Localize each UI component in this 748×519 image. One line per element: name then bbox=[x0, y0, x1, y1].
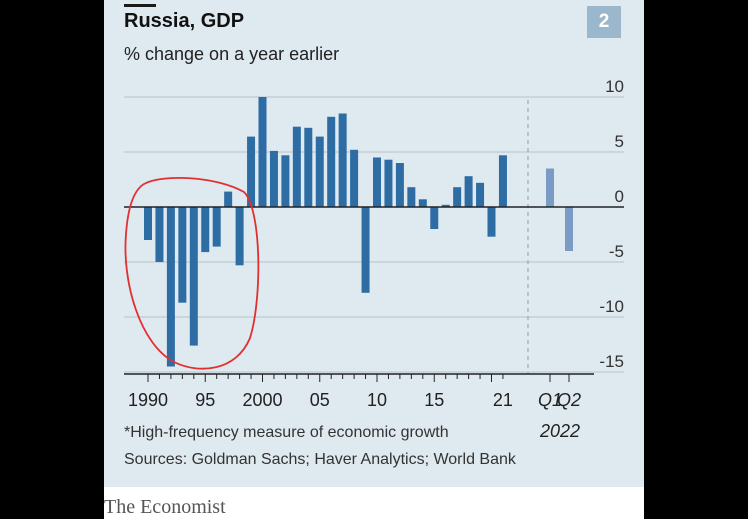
bar bbox=[247, 136, 256, 207]
bar-quarterly bbox=[565, 207, 573, 251]
x-tick-label: 95 bbox=[195, 390, 215, 410]
bar bbox=[487, 207, 496, 237]
y-tick-label: 0 bbox=[615, 187, 624, 206]
bar bbox=[292, 126, 301, 207]
chart-title: Russia, GDP bbox=[124, 10, 245, 32]
y-tick-label: -15 bbox=[599, 352, 624, 371]
bar bbox=[476, 182, 485, 207]
x-tick-label: 15 bbox=[424, 390, 444, 410]
title-rule bbox=[124, 4, 156, 7]
sources: Sources: Goldman Sachs; Haver Analytics;… bbox=[124, 451, 516, 468]
quarter-year-label: 2022 bbox=[539, 421, 580, 441]
chart-number-badge: 2 bbox=[587, 6, 621, 38]
bar-quarterly bbox=[546, 168, 554, 207]
bar bbox=[350, 149, 359, 207]
bar bbox=[395, 163, 404, 207]
y-tick-label: 10 bbox=[605, 77, 624, 96]
bar bbox=[441, 204, 450, 207]
bar bbox=[201, 207, 210, 253]
bar bbox=[212, 207, 221, 247]
x-tick-label: 05 bbox=[310, 390, 330, 410]
bar bbox=[338, 113, 347, 207]
bar bbox=[453, 187, 462, 207]
bar bbox=[281, 155, 290, 207]
footnote: *High-frequency measure of economic grow… bbox=[124, 424, 449, 441]
chart-card: Russia, GDP % change on a year earlier 2… bbox=[104, 0, 644, 519]
bar bbox=[373, 157, 381, 207]
chart-subtitle: % change on a year earlier bbox=[124, 44, 340, 64]
bar bbox=[327, 116, 336, 207]
x-tick-label-quarter: Q1 bbox=[538, 390, 562, 410]
annotation-circle bbox=[124, 177, 260, 370]
y-tick-label: 5 bbox=[615, 132, 624, 151]
bar bbox=[269, 150, 278, 207]
bar bbox=[258, 97, 267, 207]
bar bbox=[384, 159, 393, 207]
home-indicator[interactable] bbox=[348, 511, 478, 516]
bar bbox=[189, 207, 198, 346]
bar bbox=[464, 176, 473, 207]
bar bbox=[235, 207, 244, 266]
bar bbox=[315, 136, 324, 207]
x-tick-label: 10 bbox=[367, 390, 387, 410]
bar bbox=[430, 207, 439, 229]
x-tick-label: 1990 bbox=[128, 390, 168, 410]
bar bbox=[407, 187, 416, 207]
bar bbox=[224, 191, 233, 207]
bar bbox=[418, 199, 427, 207]
x-tick-label: 21 bbox=[493, 390, 513, 410]
bar bbox=[144, 207, 152, 240]
y-tick-label: -5 bbox=[609, 242, 624, 261]
x-tick-label-quarter: Q2 bbox=[557, 390, 581, 410]
y-tick-label: -10 bbox=[599, 297, 624, 316]
bar bbox=[178, 207, 187, 303]
x-tick-label: 2000 bbox=[242, 390, 282, 410]
brand-logo: The Economist bbox=[104, 496, 226, 518]
bar bbox=[304, 127, 313, 207]
bar bbox=[166, 207, 175, 367]
bar bbox=[498, 155, 507, 207]
bar bbox=[155, 207, 164, 262]
bar bbox=[361, 207, 370, 293]
